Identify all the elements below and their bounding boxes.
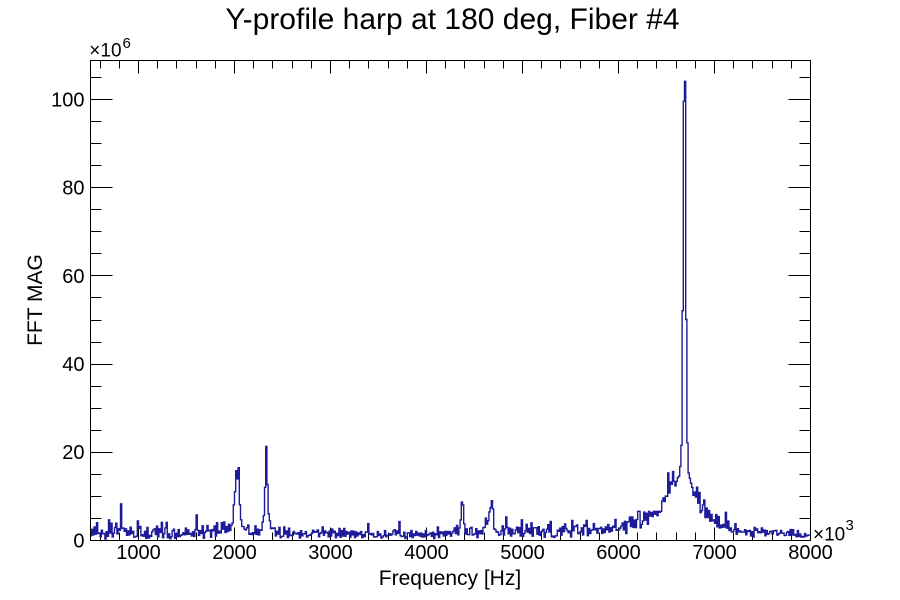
svg-text:40: 40	[62, 354, 84, 376]
svg-text:6000: 6000	[596, 542, 641, 564]
svg-text:×10: ×10	[813, 524, 845, 545]
svg-text:20: 20	[62, 442, 84, 464]
svg-text:6: 6	[123, 35, 131, 52]
svg-text:8000: 8000	[788, 542, 833, 564]
svg-text:7000: 7000	[692, 542, 737, 564]
svg-text:80: 80	[62, 178, 84, 200]
svg-text:1000: 1000	[116, 542, 161, 564]
svg-text:2000: 2000	[212, 542, 257, 564]
svg-text:Y-profile harp at 180 deg, Fib: Y-profile harp at 180 deg, Fiber #4	[225, 3, 679, 36]
svg-text:60: 60	[62, 266, 84, 288]
svg-text:3000: 3000	[308, 542, 353, 564]
svg-text:×10: ×10	[89, 41, 121, 62]
svg-text:4000: 4000	[404, 542, 449, 564]
svg-text:5000: 5000	[500, 542, 545, 564]
svg-text:FFT MAG: FFT MAG	[24, 254, 47, 346]
svg-text:100: 100	[51, 89, 84, 111]
svg-text:3: 3	[846, 517, 854, 534]
svg-text:0: 0	[73, 530, 84, 552]
svg-text:Frequency [Hz]: Frequency [Hz]	[379, 567, 521, 590]
